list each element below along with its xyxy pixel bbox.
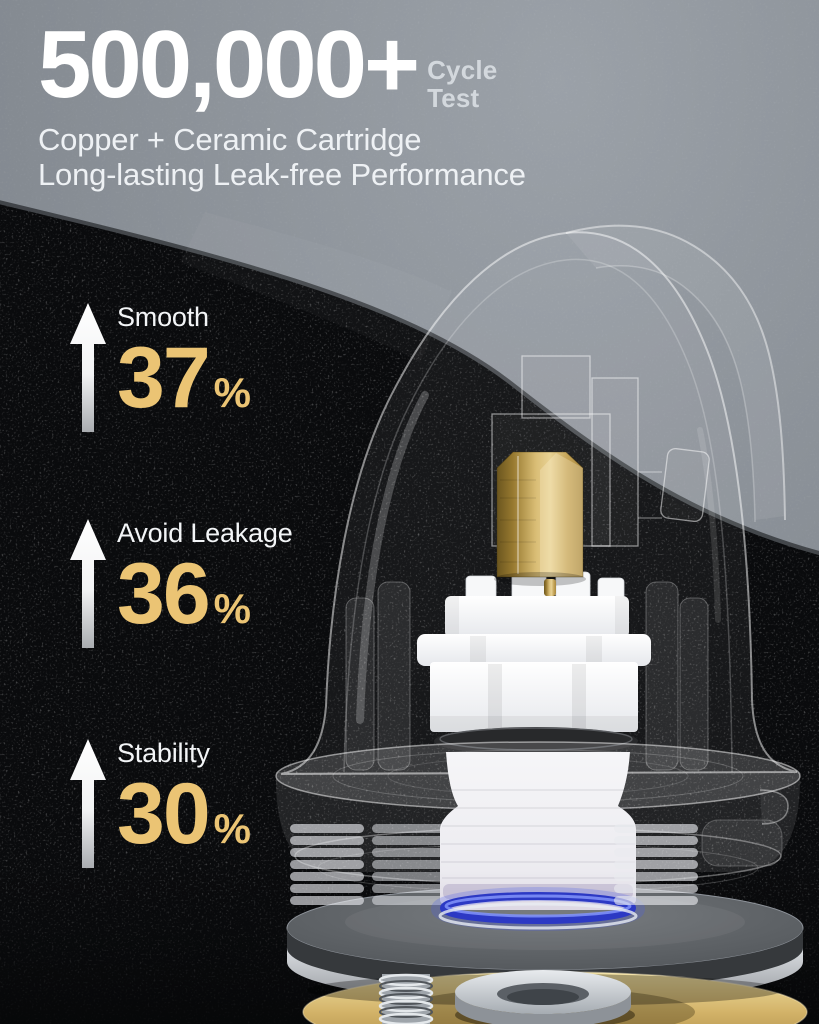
- up-arrow-icon: [70, 739, 106, 868]
- thread-sleeve-rear: [372, 824, 446, 905]
- thread-sleeve-sides: [290, 819, 783, 905]
- stat-label: Avoid Leakage: [117, 518, 293, 548]
- stat-avoid-leakage: Avoid Leakage 36 %: [68, 518, 293, 650]
- subtitle-line1: Copper + Ceramic Cartridge: [38, 122, 422, 158]
- stat-smooth: Smooth 37 %: [68, 302, 251, 434]
- steel-hub: [455, 970, 631, 1024]
- subtitle-block: Copper + Ceramic Cartridge Long-lasting …: [38, 122, 526, 192]
- ghost-spout-outline: [565, 224, 786, 523]
- brass-pin: [544, 579, 556, 596]
- stat-unit: %: [213, 805, 252, 853]
- cycle-test-line1: Cycle: [427, 55, 498, 85]
- up-arrow-icon: [70, 303, 106, 432]
- stat-unit: %: [213, 585, 252, 633]
- stat-value: 37: [117, 330, 211, 427]
- stat-value: 36: [117, 546, 211, 643]
- stat-label: Stability: [117, 738, 210, 768]
- cartridge-body: [417, 596, 651, 755]
- cycle-test-line2: Test: [427, 83, 480, 114]
- stat-unit: %: [213, 369, 252, 417]
- brass-stem: [494, 451, 586, 596]
- stat-label: Smooth: [117, 302, 209, 332]
- stat-stability: Stability 30 %: [68, 738, 251, 870]
- cycle-count: 500,000+: [38, 11, 420, 118]
- mounting-screw: [378, 973, 434, 1024]
- stem-shadow: [494, 572, 586, 586]
- headline-block: 500,000+ Cycle Test Copper + Ceramic Car…: [38, 11, 526, 194]
- blue-seal-ring: [431, 887, 645, 931]
- up-arrow-icon: [70, 519, 106, 648]
- ceramic-cup: [440, 752, 636, 910]
- cycle-test-label: Cycle Test: [427, 22, 497, 112]
- subtitle-line2: Long-lasting Leak-free Performance: [38, 156, 526, 192]
- ghost-inner-columns: [345, 581, 709, 771]
- stat-value: 30: [117, 766, 211, 863]
